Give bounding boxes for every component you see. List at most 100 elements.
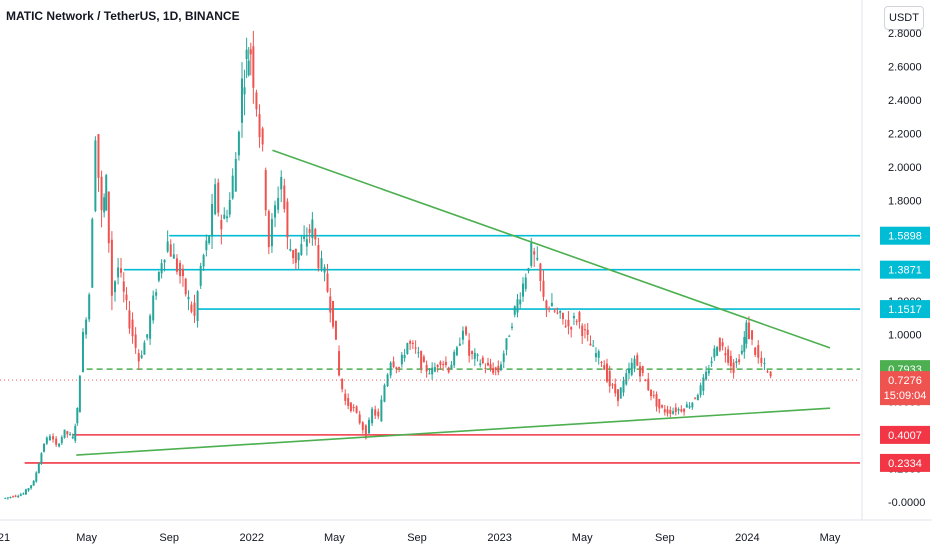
x-tick-label: Sep — [407, 532, 427, 544]
candle-body — [436, 365, 439, 368]
candle-body — [85, 319, 88, 335]
candle-body — [267, 211, 270, 248]
candle-body — [270, 219, 273, 247]
candle-body — [332, 300, 335, 327]
level-0-2334-label: 0.2334 — [888, 458, 922, 470]
candle-body — [300, 244, 303, 255]
candle-body — [58, 443, 61, 447]
candle-body — [694, 397, 697, 399]
candle-body — [377, 411, 380, 417]
candle-body — [481, 357, 484, 364]
candle-body — [329, 296, 332, 313]
level-1-3871-tag — [880, 260, 930, 279]
current-price-label: 0.7276 — [888, 375, 922, 387]
candle-body — [35, 472, 38, 482]
candle-body — [149, 315, 152, 339]
candle-body — [639, 366, 642, 377]
candle-body — [211, 204, 214, 237]
candle-body — [550, 302, 553, 307]
candle-body — [494, 367, 497, 371]
candle-body — [536, 257, 539, 260]
candle-body — [553, 310, 556, 312]
candle-body — [516, 299, 519, 313]
candle-body — [533, 251, 536, 255]
candle-body — [570, 327, 573, 330]
candle-body — [636, 355, 639, 366]
candle-body — [60, 437, 63, 443]
candle-body — [264, 170, 267, 211]
candle-body — [669, 409, 672, 414]
candle-body — [226, 216, 229, 219]
candle-body — [732, 362, 735, 373]
candle-body — [247, 60, 250, 76]
candle-body — [81, 332, 84, 372]
candle-body — [110, 239, 113, 296]
candle-body — [597, 351, 600, 358]
candle-body — [663, 409, 666, 413]
candle-body — [688, 406, 691, 408]
candle-body — [12, 496, 15, 498]
candle-body — [461, 330, 464, 340]
x-tick-label: 2024 — [735, 532, 759, 544]
candle-body — [205, 240, 208, 251]
candle-body — [713, 348, 716, 358]
candle-body — [383, 385, 386, 402]
candle-body — [450, 364, 453, 370]
candle-body — [179, 262, 182, 277]
candle-body — [583, 329, 586, 331]
candle-body — [184, 278, 187, 295]
candle-body — [398, 367, 401, 369]
currency-button[interactable]: USDT — [884, 6, 924, 30]
candle-body — [22, 493, 25, 495]
candle-body — [605, 363, 608, 382]
candle-body — [406, 343, 409, 354]
y-tick-label: 2.8000 — [888, 28, 922, 40]
candle-body — [66, 431, 69, 435]
candle-body — [420, 351, 423, 369]
candle-body — [447, 367, 450, 373]
candle-body — [76, 407, 79, 424]
candle-body — [175, 258, 178, 272]
candle-body — [716, 347, 719, 356]
candle-body — [258, 114, 261, 138]
y-tick-label: 2.0000 — [888, 162, 922, 174]
candle-body — [513, 306, 516, 315]
candle-body — [308, 229, 311, 233]
candle-body — [43, 443, 46, 452]
candle-body — [91, 219, 94, 288]
candle-body — [358, 414, 361, 424]
candle-body — [561, 312, 564, 320]
candle-body — [289, 248, 292, 251]
candle-body — [303, 236, 306, 239]
candle-body — [314, 229, 317, 240]
candle-body — [103, 197, 106, 213]
candle-body — [710, 361, 713, 364]
candle-body — [705, 371, 708, 380]
candle-body — [625, 373, 628, 385]
candle-body — [502, 353, 505, 362]
candle-body — [386, 374, 389, 387]
candle-body — [718, 338, 721, 351]
candle-body — [305, 239, 308, 247]
candle-body — [510, 326, 513, 328]
candle-body — [465, 327, 468, 335]
candle-body — [572, 315, 575, 319]
candle-body — [508, 335, 511, 337]
candle-body — [473, 352, 476, 359]
candle-body — [228, 200, 231, 215]
candle-body — [283, 185, 286, 209]
candle-body — [556, 312, 559, 314]
candle-body — [297, 252, 300, 261]
candle-body — [107, 191, 110, 244]
candle-body — [468, 340, 471, 356]
y-tick-label: -0.0000 — [888, 497, 925, 509]
candle-body — [428, 373, 431, 375]
candle-body — [527, 268, 530, 272]
candle-body — [685, 404, 688, 408]
countdown-label: 15:09:04 — [884, 390, 927, 402]
candle-body — [45, 437, 48, 444]
candle-body — [252, 46, 255, 88]
candle-body — [193, 302, 196, 316]
